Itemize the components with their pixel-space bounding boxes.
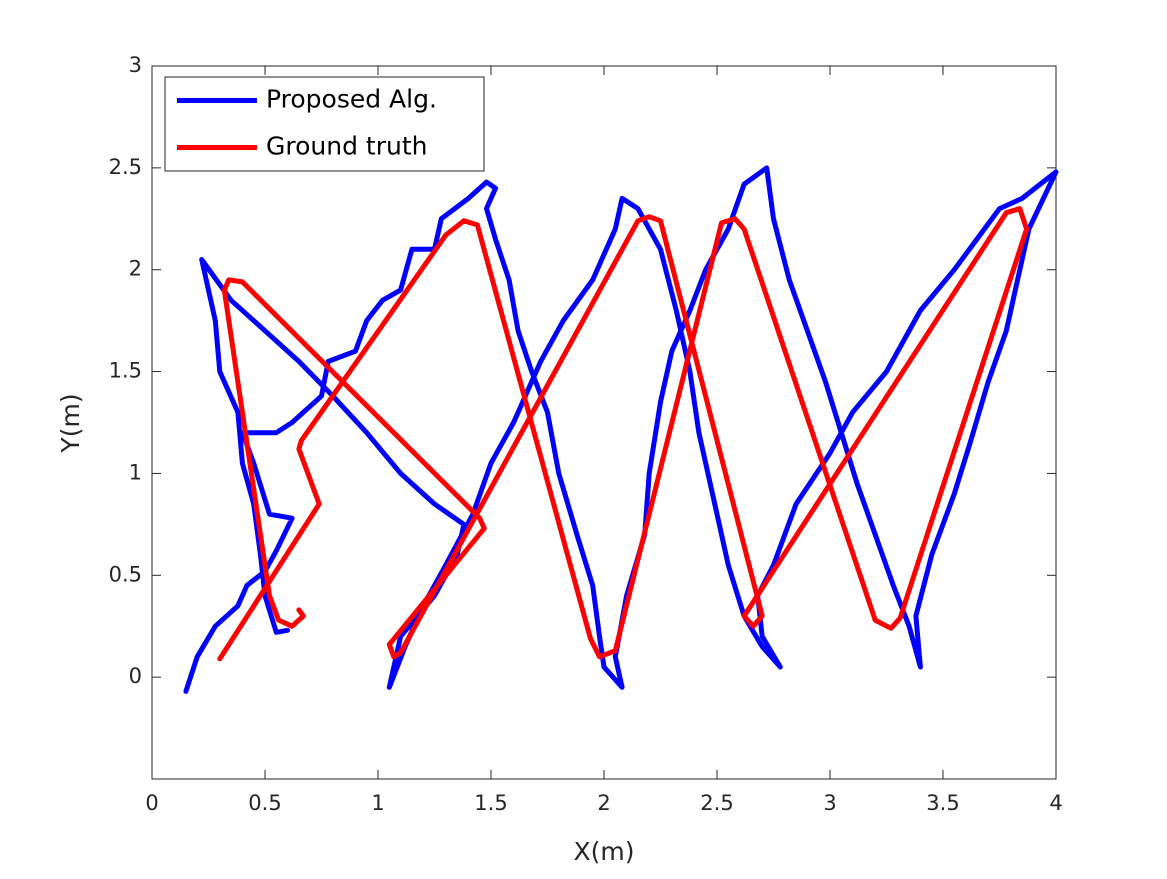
- legend-box: [164, 76, 485, 172]
- data-line: [217, 206, 1030, 662]
- x-tick-label: 2: [597, 791, 610, 815]
- y-tick-label: 0: [129, 664, 142, 688]
- y-tick-label: 1.5: [109, 359, 142, 383]
- y-tick-label: 3: [129, 53, 142, 77]
- x-tick-label: 0.5: [248, 791, 281, 815]
- y-tick-label: 2: [129, 257, 142, 281]
- legend-label: Ground truth: [266, 132, 427, 161]
- y-tick-label: 0.5: [109, 562, 142, 586]
- x-tick-label: 0: [145, 791, 158, 815]
- legend-label: Proposed Alg.: [266, 85, 437, 114]
- y-axis-label: Y(m): [56, 393, 85, 453]
- x-tick-label: 1.5: [474, 791, 507, 815]
- y-tick-label: 1: [129, 460, 142, 484]
- x-tick-label: 1: [371, 791, 384, 815]
- x-tick-label: 2.5: [700, 791, 733, 815]
- x-tick-label: 3: [823, 791, 836, 815]
- x-axis-label: X(m): [574, 837, 635, 866]
- y-tick-label: 2.5: [109, 155, 142, 179]
- x-tick-label: 3.5: [926, 791, 959, 815]
- x-tick-label: 4: [1049, 791, 1062, 815]
- plot-layer: [183, 165, 1059, 694]
